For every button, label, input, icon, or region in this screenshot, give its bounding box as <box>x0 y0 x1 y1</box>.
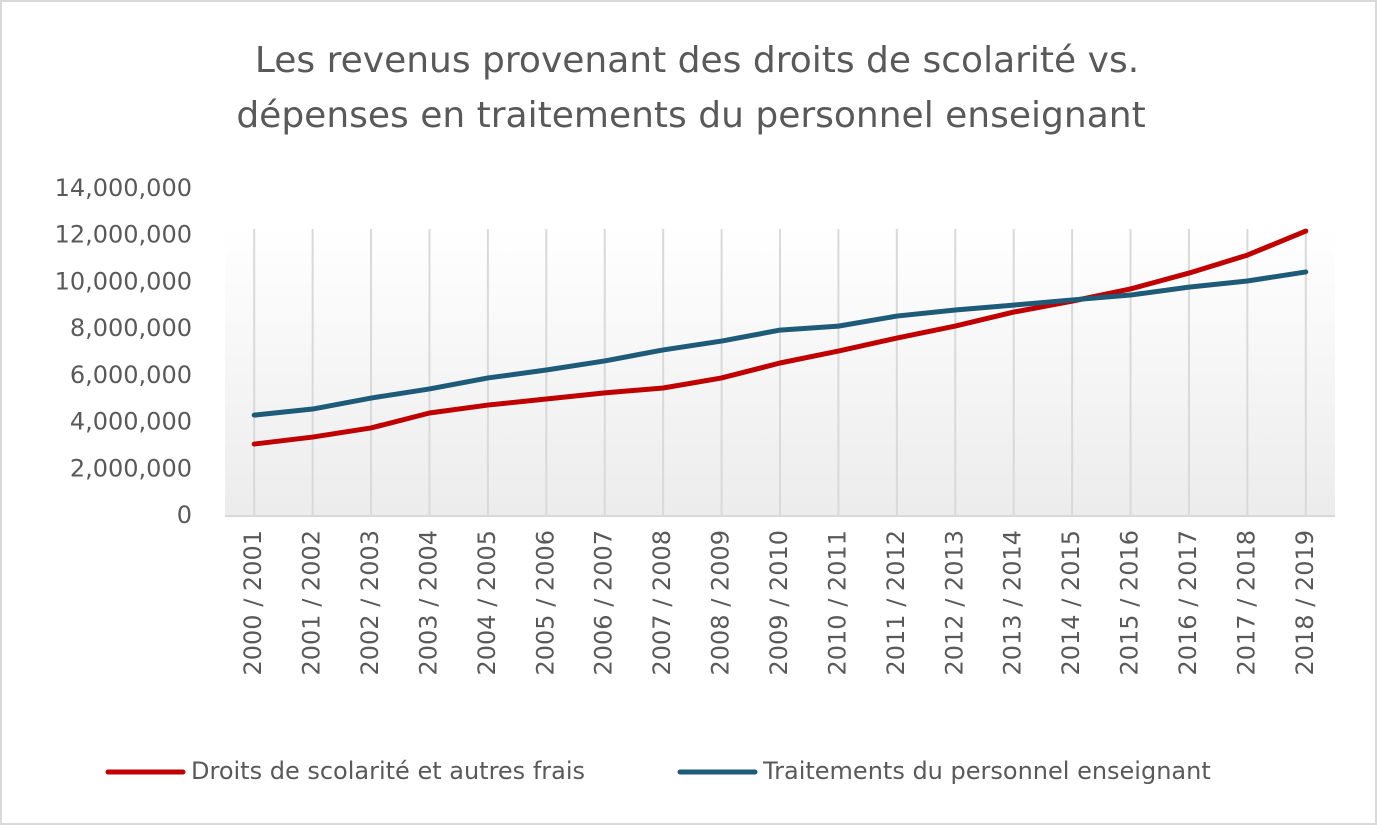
x-tick-label: 2014 / 2015 <box>1057 530 1085 676</box>
x-tick-label: 2009 / 2010 <box>765 530 793 676</box>
y-tick-label: 4,000,000 <box>70 408 192 436</box>
line-series <box>251 228 1309 447</box>
chart-subtitle: dépenses en traitements du personnel ens… <box>236 95 1145 136</box>
x-tick-label: 2010 / 2011 <box>823 530 851 676</box>
y-tick-label: 8,000,000 <box>70 314 192 342</box>
x-tick-label: 2012 / 2013 <box>940 530 968 676</box>
x-tick-label: 2002 / 2003 <box>356 530 384 676</box>
y-tick-label: 10,000,000 <box>55 267 192 295</box>
x-tick-label: 2016 / 2017 <box>1174 530 1202 676</box>
legend-label: Droits de scolarité et autres frais <box>191 757 585 785</box>
line-series <box>251 269 1309 418</box>
x-tick-label: 2003 / 2004 <box>414 530 442 676</box>
x-tick-label: 2001 / 2002 <box>298 530 326 676</box>
x-tick-label: 2018 / 2019 <box>1291 530 1319 676</box>
y-tick-label: 14,000,000 <box>55 174 192 202</box>
y-tick-label: 0 <box>177 501 192 529</box>
x-tick-label: 2008 / 2009 <box>707 530 735 676</box>
x-tick-label: 2004 / 2005 <box>473 530 501 676</box>
y-tick-label: 12,000,000 <box>55 221 192 249</box>
x-tick-label: 2011 / 2012 <box>882 530 910 676</box>
x-tick-label: 2015 / 2016 <box>1116 530 1144 676</box>
legend-label: Traitements du personnel enseignant <box>762 757 1211 785</box>
x-tick-label: 2006 / 2007 <box>590 530 618 676</box>
y-tick-label: 2,000,000 <box>70 454 192 482</box>
x-tick-label: 2007 / 2008 <box>648 530 676 676</box>
x-tick-label: 2005 / 2006 <box>531 530 559 676</box>
x-tick-label: 2017 / 2018 <box>1232 530 1260 676</box>
y-tick-label: 6,000,000 <box>70 361 192 389</box>
chart-title: Les revenus provenant des droits de scol… <box>255 40 1139 81</box>
x-tick-label: 2013 / 2014 <box>999 530 1027 676</box>
x-tick-label: 2000 / 2001 <box>239 530 267 676</box>
